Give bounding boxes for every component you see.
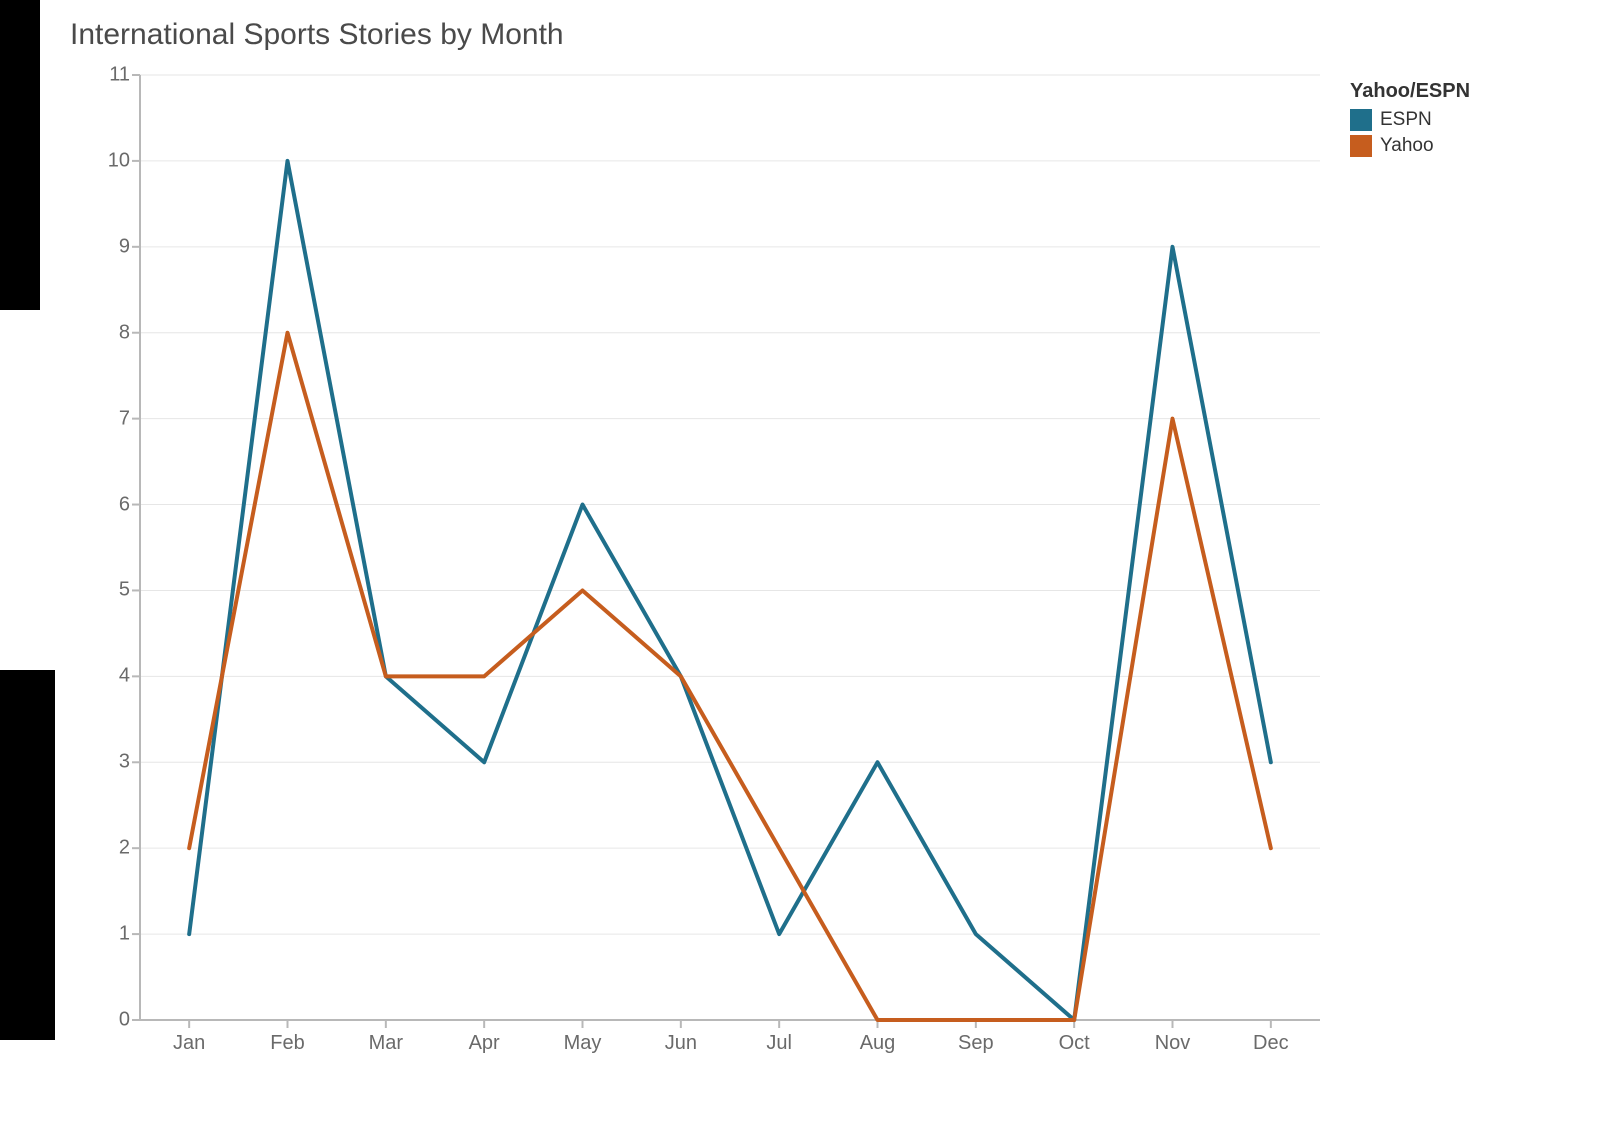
y-tick-label: 3: [90, 751, 130, 774]
y-tick-label: 0: [90, 1009, 130, 1032]
x-tick-label: May: [564, 1032, 602, 1055]
legend-swatch: [1350, 109, 1372, 131]
y-tick-label: 5: [90, 579, 130, 602]
legend-item: Yahoo: [1350, 135, 1470, 157]
x-tick-label: Aug: [860, 1032, 896, 1055]
page: International Sports Stories by Month 0 1…: [0, 0, 1600, 1134]
y-tick-label: 1: [90, 923, 130, 946]
x-tick-label: Dec: [1253, 1032, 1289, 1055]
legend-title: Yahoo/ESPN: [1350, 80, 1470, 103]
chart-title: International Sports Stories by Month: [70, 18, 564, 52]
y-tick-label: 11: [90, 64, 130, 87]
x-tick-label: Jul: [766, 1032, 792, 1055]
x-tick-label: Jun: [665, 1032, 697, 1055]
x-tick-label: Mar: [369, 1032, 403, 1055]
y-tick-label: 8: [90, 321, 130, 344]
y-tick-label: 6: [90, 493, 130, 516]
y-tick-label: 9: [90, 235, 130, 258]
x-tick-label: Nov: [1155, 1032, 1191, 1055]
y-tick-label: 7: [90, 407, 130, 430]
x-tick-label: Sep: [958, 1032, 994, 1055]
y-tick-label: 4: [90, 665, 130, 688]
x-tick-label: Apr: [469, 1032, 500, 1055]
x-tick-label: Feb: [270, 1032, 304, 1055]
x-tick-label: Oct: [1059, 1032, 1090, 1055]
legend-label: Yahoo: [1380, 135, 1434, 157]
y-tick-label: 10: [90, 149, 130, 172]
legend: Yahoo/ESPN ESPN Yahoo: [1350, 80, 1470, 161]
legend-swatch: [1350, 135, 1372, 157]
chart: 0 1 2 3 4 5 6 7 8 9 10 11 Jan Feb Mar Apr May Jun Jul Aug S…: [70, 60, 1330, 1060]
decor-bar: [0, 0, 40, 310]
chart-svg: [70, 60, 1330, 1060]
y-tick-label: 2: [90, 837, 130, 860]
legend-item: ESPN: [1350, 109, 1470, 131]
x-tick-label: Jan: [173, 1032, 205, 1055]
legend-label: ESPN: [1380, 109, 1432, 131]
decor-bar: [0, 670, 55, 1040]
